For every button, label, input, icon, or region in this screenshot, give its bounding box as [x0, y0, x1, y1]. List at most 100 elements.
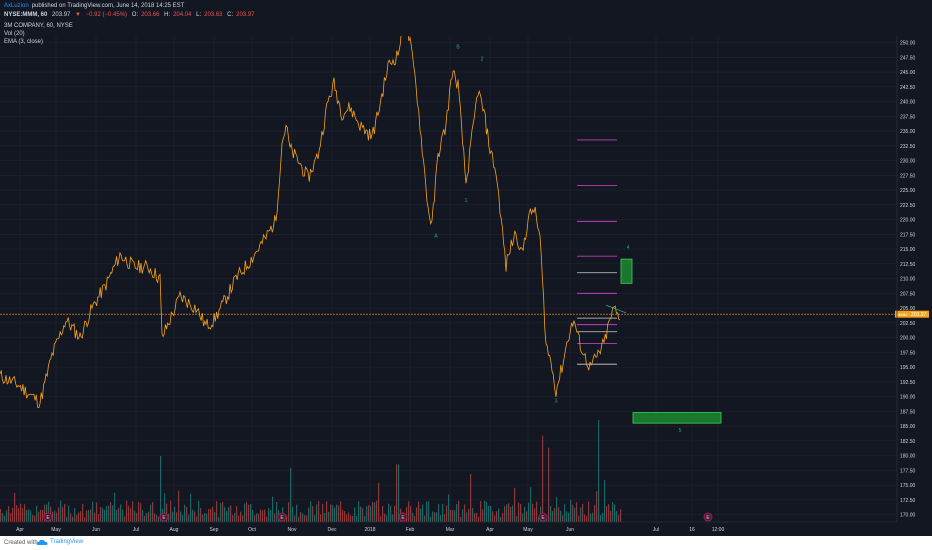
volume-bar: [506, 504, 508, 522]
publisher-link[interactable]: AxLuzion: [4, 3, 29, 9]
volume-bar: [200, 508, 202, 522]
volume-bar: [56, 512, 58, 522]
volume-bar: [396, 464, 398, 522]
volume-bar: [614, 504, 616, 522]
x-tick-label: Apr: [16, 527, 24, 533]
volume-bar: [126, 500, 128, 522]
price-line: [0, 23, 621, 409]
volume-bar: [104, 510, 106, 522]
y-tick-label: 245.00: [900, 70, 916, 76]
y-tick-label: 242.50: [900, 85, 916, 91]
x-tick-label: Jul: [133, 527, 139, 533]
wave-label: 1: [465, 198, 468, 204]
y-tick-label: 240.00: [900, 100, 916, 106]
volume-bar: [190, 493, 192, 522]
volume-bar: [68, 505, 70, 522]
volume-bar: [208, 508, 210, 522]
volume-bar: [374, 502, 376, 522]
volume-bar: [192, 509, 194, 522]
volume-bar: [214, 512, 216, 522]
volume-bar: [602, 512, 604, 522]
legend-volume[interactable]: Vol (20): [4, 31, 25, 37]
volume-bar: [338, 505, 340, 522]
volume-bar: [150, 504, 152, 522]
volume-bar: [612, 501, 614, 522]
volume-bar: [552, 511, 554, 522]
volume-bar: [226, 510, 228, 522]
volume-bar: [530, 487, 532, 522]
volume-bar: [556, 496, 558, 522]
volume-bar: [106, 506, 108, 522]
created-with-text: Created with: [4, 540, 38, 546]
volume-bar: [142, 510, 144, 522]
volume-bar: [42, 509, 44, 522]
last-price-line: MMM 203.97: [0, 310, 929, 318]
volume-bar: [478, 516, 480, 522]
y-tick-label: 212.50: [900, 262, 916, 268]
volume-bar: [218, 517, 220, 522]
volume-bar: [300, 511, 302, 522]
volume-bar: [198, 500, 200, 522]
volume-bar: [550, 505, 552, 522]
volume-bar: [426, 501, 428, 522]
y-tick-label: 220.00: [900, 218, 916, 224]
symbol-label[interactable]: NYSE:MMM, 60: [4, 12, 48, 18]
volume-bar: [434, 512, 436, 522]
volume-bar: [390, 505, 392, 522]
volume-bar: [266, 516, 268, 522]
volume-bar: [92, 501, 94, 522]
x-tick-label: May: [51, 527, 61, 533]
legend-ema[interactable]: EMA (3, close): [4, 39, 44, 45]
volume-bar: [536, 501, 538, 522]
volume-bar: [206, 513, 208, 522]
volume-bar: [308, 507, 310, 522]
volume-bar: [346, 514, 348, 522]
x-tick-label: Nov: [288, 527, 297, 533]
event-marker-icon: [538, 512, 548, 522]
publish-line: AxLuzion published on TradingView.com, Ju…: [4, 2, 187, 10]
volume-bar: [116, 509, 118, 522]
volume-bar: [64, 503, 66, 522]
volume-bar: [366, 506, 368, 522]
volume-bar: [420, 508, 422, 522]
volume-bar: [22, 508, 24, 522]
volume-bar: [96, 502, 98, 522]
volume-bar: [620, 509, 622, 522]
price-series: [0, 23, 627, 409]
volume-bar: [414, 516, 416, 522]
volume-bar: [14, 493, 16, 522]
volume-bar: [340, 501, 342, 522]
y-tick-label: 185.00: [900, 424, 916, 430]
legend-series[interactable]: 3M COMPANY, 60, NYSE: [4, 23, 73, 29]
volume-bar: [264, 509, 266, 522]
wave-label: 5: [679, 428, 682, 434]
volume-bar: [252, 509, 254, 522]
volume-bar: [432, 511, 434, 522]
volume-bar: [164, 493, 166, 522]
volume-bar: [268, 507, 270, 522]
volume-bar: [460, 516, 462, 522]
event-marker-icon: [398, 512, 408, 522]
volume-bar: [516, 516, 518, 522]
x-tick-label: 2018: [364, 527, 375, 533]
volume-bar: [88, 510, 90, 522]
volume-bar: [202, 514, 204, 522]
last-price-badge-bg: [909, 310, 929, 318]
volume-bar: [52, 511, 54, 522]
volume-bar: [112, 505, 114, 522]
y-tick-label: 217.50: [900, 232, 916, 238]
volume-bar: [466, 512, 468, 522]
tradingview-logo-text[interactable]: TradingView: [50, 539, 84, 545]
volume-bar: [302, 513, 304, 522]
volume-bar: [464, 504, 466, 522]
x-tick-label: Aug: [170, 527, 179, 533]
volume-bar: [564, 504, 566, 522]
volume-bar: [118, 507, 120, 522]
volume-bar: [158, 516, 160, 522]
volume-bar: [384, 513, 386, 522]
volume-bar: [328, 511, 330, 522]
volume-bar: [494, 515, 496, 522]
x-tick-label: Apr: [486, 527, 494, 533]
volume-bar: [472, 508, 474, 522]
